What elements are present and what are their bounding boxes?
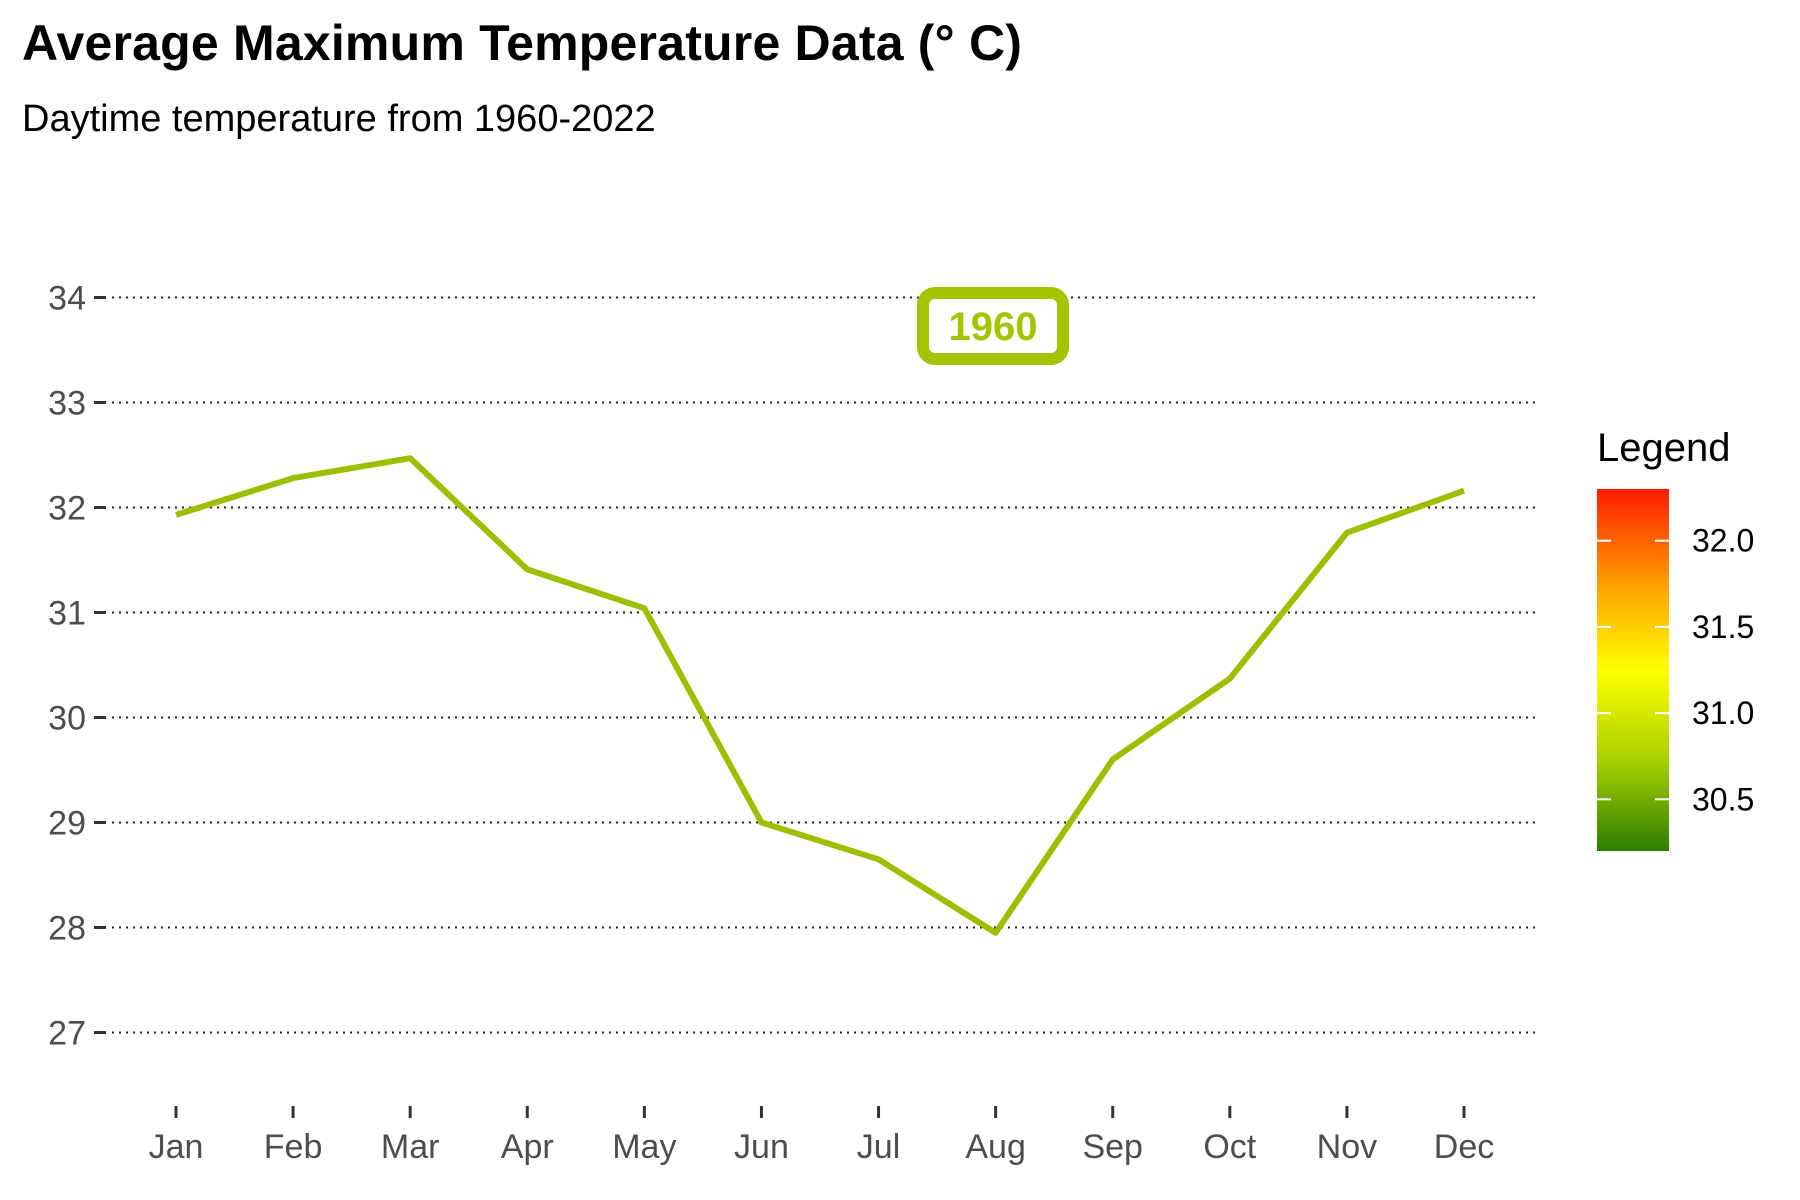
legend-label: 31.0 — [1692, 695, 1754, 731]
x-axis: Jan Feb Mar Apr May Jun Jul Aug Sep Oct Nov Dec — [149, 1106, 1494, 1166]
year-annotation: 1960 — [917, 287, 1069, 365]
x-tick-label: Dec — [1434, 1128, 1494, 1166]
y-tick-label: 30 — [48, 700, 86, 738]
legend-label: 32.0 — [1692, 523, 1754, 559]
series-line — [175, 455, 1466, 936]
legend: Legend 30.5 31.0 31.5 32.0 — [1597, 426, 1754, 851]
y-tick-label: 33 — [48, 385, 86, 423]
y-axis: 27 28 29 30 31 32 33 34 — [48, 280, 106, 1053]
x-tick-label: Nov — [1317, 1128, 1377, 1166]
gridlines — [112, 296, 1538, 1034]
legend-colorbar — [1597, 489, 1669, 851]
y-tick-label: 28 — [48, 910, 86, 948]
y-tick-label: 34 — [48, 280, 86, 318]
x-tick-label: Sep — [1082, 1128, 1143, 1166]
legend-ticks: 30.5 31.0 31.5 32.0 — [1597, 523, 1754, 817]
x-tick-label: Mar — [381, 1128, 440, 1166]
x-tick-label: Jun — [734, 1128, 789, 1166]
x-tick-label: Oct — [1203, 1128, 1256, 1166]
x-tick-label: Apr — [501, 1128, 554, 1166]
legend-title: Legend — [1597, 426, 1730, 470]
x-tick-label: Aug — [965, 1128, 1026, 1166]
y-tick-label: 29 — [48, 805, 86, 843]
x-tick-label: Feb — [264, 1128, 323, 1166]
y-tick-label: 32 — [48, 490, 86, 528]
chart-title: Average Maximum Temperature Data (° C) — [22, 15, 1023, 71]
legend-label: 31.5 — [1692, 609, 1754, 645]
chart-subtitle: Daytime temperature from 1960-2022 — [22, 98, 656, 140]
x-tick-label: Jul — [857, 1128, 900, 1166]
series-layer — [175, 455, 1466, 936]
y-tick-label: 31 — [48, 595, 86, 633]
legend-label: 30.5 — [1692, 781, 1754, 817]
x-tick-label: May — [612, 1128, 676, 1166]
annotation-box — [917, 287, 1069, 365]
x-tick-label: Jan — [149, 1128, 204, 1166]
annotation-label: 1960 — [949, 305, 1038, 349]
y-tick-label: 27 — [48, 1015, 86, 1053]
